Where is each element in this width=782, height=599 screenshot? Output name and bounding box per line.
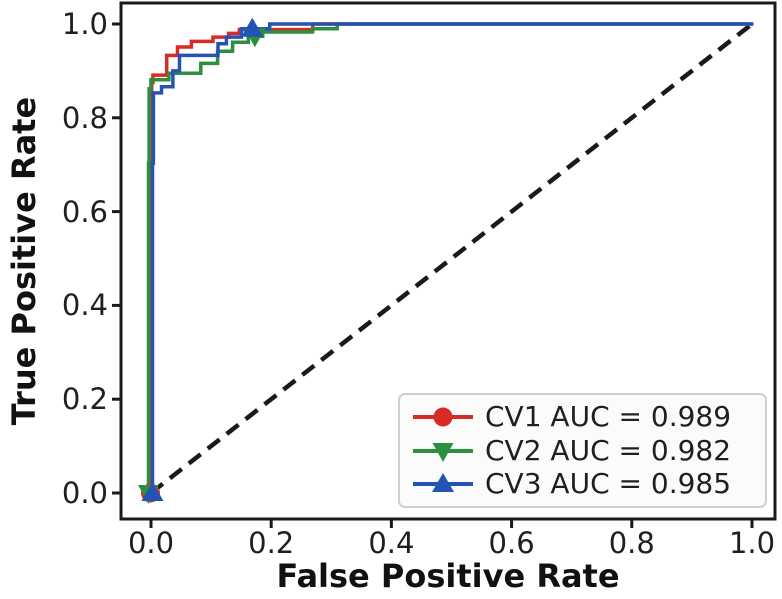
- legend-label-cv3: CV3 AUC = 0.985: [485, 467, 732, 501]
- legend-item-cv3: CV3 AUC = 0.985: [410, 467, 765, 501]
- legend-label-cv1: CV1 AUC = 0.989: [485, 399, 732, 433]
- roc-curve-cv3: [150, 22, 754, 493]
- legend-item-cv2: CV2 AUC = 0.982: [410, 434, 765, 468]
- x-tick-label: 0.6: [488, 526, 535, 560]
- legend: CV1 AUC = 0.989 CV2 AUC = 0.982 CV3 AUC = …: [398, 393, 767, 508]
- x-axis-title: False Positive Rate: [276, 557, 620, 595]
- axes-frame: [119, 1, 777, 521]
- x-tick-label: 1.0: [728, 526, 776, 560]
- triangle-up-marker-cv3: [241, 17, 264, 37]
- legend-triangle-up-glyph: [432, 473, 454, 493]
- legend-circle-icon: [413, 407, 473, 427]
- y-tick-label: 0.6: [61, 194, 108, 229]
- x-tick-label: 0.2: [248, 526, 295, 560]
- y-tick-label: 0.4: [61, 288, 108, 323]
- y-tick-label: 0.8: [61, 100, 108, 135]
- diagonal-reference-line: [149, 22, 754, 495]
- y-tick-label: 0.2: [61, 382, 108, 417]
- legend-triangle-down-glyph: [432, 442, 454, 462]
- y-tick-label: 0.0: [61, 476, 108, 510]
- legend-label-cv2: CV2 AUC = 0.982: [485, 433, 732, 467]
- legend-item-cv1: CV1 AUC = 0.989: [410, 400, 765, 434]
- x-tick-label: 0.4: [368, 526, 415, 560]
- legend-circle-glyph: [433, 407, 453, 427]
- y-axis-title: True Positive Rate: [5, 96, 43, 426]
- legend-triangle-up-icon: [413, 473, 473, 493]
- x-tick-label: 0.0: [127, 526, 175, 560]
- triangle-up-marker-cv3: [141, 482, 164, 501]
- x-tick-label: 0.8: [608, 526, 655, 560]
- legend-triangle-down-icon: [413, 442, 473, 462]
- y-tick-label: 1.0: [61, 7, 108, 41]
